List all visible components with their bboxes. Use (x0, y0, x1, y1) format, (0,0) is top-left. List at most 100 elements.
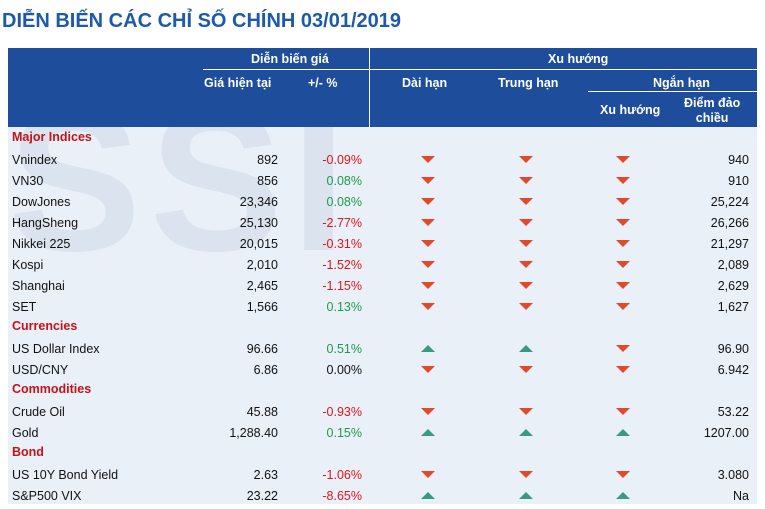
short-term-down-arrow-icon (616, 345, 630, 352)
mid-term-down-arrow-icon (519, 303, 533, 310)
row-change: 0.15% (326, 426, 362, 440)
row-name: Kospi (12, 258, 44, 272)
table-row: SET 1,566 0.13% 1,627 (8, 297, 757, 318)
row-price: 96.66 (246, 342, 278, 356)
row-name: SET (12, 300, 37, 314)
row-pivot: 6.942 (717, 363, 749, 377)
row-change: -1.52% (322, 258, 362, 272)
row-pivot: 940 (728, 153, 749, 167)
row-price: 23.22 (246, 489, 278, 503)
table-row: Vnindex 892 -0.09% 940 (8, 150, 757, 171)
short-trend-header: Xu hướng (600, 103, 661, 117)
row-price: 1,288.40 (229, 426, 278, 440)
table-row: Shanghai 2,465 -1.15% 2,629 (8, 276, 757, 297)
row-price: 20,015 (239, 237, 278, 251)
long-term-down-arrow-icon (421, 240, 435, 247)
section-label: Commodities (12, 382, 92, 396)
row-change: -0.93% (322, 405, 362, 419)
row-price: 856 (257, 174, 278, 188)
row-price: 2,465 (246, 279, 278, 293)
short-term-down-arrow-icon (616, 240, 630, 247)
table-row: Gold 1,288.40 0.15% 1207.00 (8, 423, 757, 444)
row-name: Shanghai (12, 279, 65, 293)
row-pivot: 3.080 (717, 468, 749, 482)
row-name: Nikkei 225 (12, 237, 71, 251)
pivot-header-line2: chiều (695, 111, 729, 125)
row-pivot: 2,629 (717, 279, 749, 293)
row-price: 1,566 (246, 300, 278, 314)
row-price: 23,346 (239, 195, 278, 209)
long-term-header: Dài hạn (402, 76, 448, 90)
row-change: 0.51% (326, 342, 362, 356)
row-change: -0.31% (322, 237, 362, 251)
page-title: DIỄN BIẾN CÁC CHỈ SỐ CHÍNH 03/01/2019 (2, 10, 402, 32)
short-term-down-arrow-icon (616, 198, 630, 205)
row-pivot: 21,297 (710, 237, 749, 251)
long-term-down-arrow-icon (421, 156, 435, 163)
row-name: DowJones (12, 195, 71, 209)
short-term-down-arrow-icon (616, 471, 630, 478)
indices-table: SSI Diễn biến giá Xu hướng Giá hiện tại … (8, 48, 757, 504)
row-name: HangSheng (12, 216, 79, 230)
row-pivot: 1,627 (717, 300, 749, 314)
trend-group-header: Xu hướng (548, 52, 609, 66)
mid-term-down-arrow-icon (519, 156, 533, 163)
short-term-up-arrow-icon (616, 492, 630, 499)
header-divider (203, 69, 757, 70)
table-row: US Dollar Index 96.66 0.51% 96.90 (8, 339, 757, 360)
pivot-header-line1: Điểm đảo (684, 96, 741, 110)
pivot-header: Điểm đảo chiều (684, 96, 740, 126)
row-price: 2,010 (246, 258, 278, 272)
short-term-divider (588, 91, 757, 92)
mid-term-down-arrow-icon (519, 219, 533, 226)
short-term-up-arrow-icon (616, 429, 630, 436)
row-price: 25,130 (239, 216, 278, 230)
short-term-down-arrow-icon (616, 282, 630, 289)
short-term-header: Ngắn hạn (653, 76, 710, 90)
long-term-down-arrow-icon (421, 219, 435, 226)
section-label: Major Indices (12, 130, 92, 144)
row-change: 0.00% (326, 363, 362, 377)
section-label: Bond (12, 445, 44, 459)
row-pivot: 1207.00 (703, 426, 749, 440)
row-price: 892 (257, 153, 278, 167)
table-row: VN30 856 0.08% 910 (8, 171, 757, 192)
long-term-down-arrow-icon (421, 408, 435, 415)
long-term-down-arrow-icon (421, 282, 435, 289)
table-row: USD/CNY 6.86 0.00% 6.942 (8, 360, 757, 381)
long-term-up-arrow-icon (421, 492, 435, 499)
price-now-header: Giá hiện tại (204, 76, 272, 90)
row-name: Vnindex (12, 153, 58, 167)
table-row: Crude Oil 45.88 -0.93% 53.22 (8, 402, 757, 423)
long-term-down-arrow-icon (421, 471, 435, 478)
row-name: Gold (12, 426, 39, 440)
long-term-down-arrow-icon (421, 366, 435, 373)
mid-term-up-arrow-icon (519, 345, 533, 352)
long-term-up-arrow-icon (421, 345, 435, 352)
mid-term-up-arrow-icon (519, 429, 533, 436)
row-change: -1.06% (322, 468, 362, 482)
mid-term-down-arrow-icon (519, 366, 533, 373)
row-change: 0.13% (326, 300, 362, 314)
row-change: 0.08% (326, 174, 362, 188)
long-term-down-arrow-icon (421, 261, 435, 268)
mid-term-down-arrow-icon (519, 240, 533, 247)
short-term-down-arrow-icon (616, 366, 630, 373)
short-term-down-arrow-icon (616, 303, 630, 310)
mid-term-header: Trung hạn (498, 76, 559, 90)
short-term-down-arrow-icon (616, 408, 630, 415)
header-separator (369, 48, 370, 127)
row-name: USD/CNY (12, 363, 69, 377)
row-pivot: Na (733, 489, 749, 503)
row-name: US Dollar Index (12, 342, 100, 356)
row-name: S&P500 VIX (12, 489, 82, 503)
short-term-down-arrow-icon (616, 261, 630, 268)
table-row: US 10Y Bond Yield 2.63 -1.06% 3.080 (8, 465, 757, 486)
table-row: Kospi 2,010 -1.52% 2,089 (8, 255, 757, 276)
short-term-down-arrow-icon (616, 219, 630, 226)
section-label: Currencies (12, 319, 78, 333)
row-price: 45.88 (246, 405, 278, 419)
mid-term-down-arrow-icon (519, 198, 533, 205)
mid-term-down-arrow-icon (519, 282, 533, 289)
table-row: Nikkei 225 20,015 -0.31% 21,297 (8, 234, 757, 255)
